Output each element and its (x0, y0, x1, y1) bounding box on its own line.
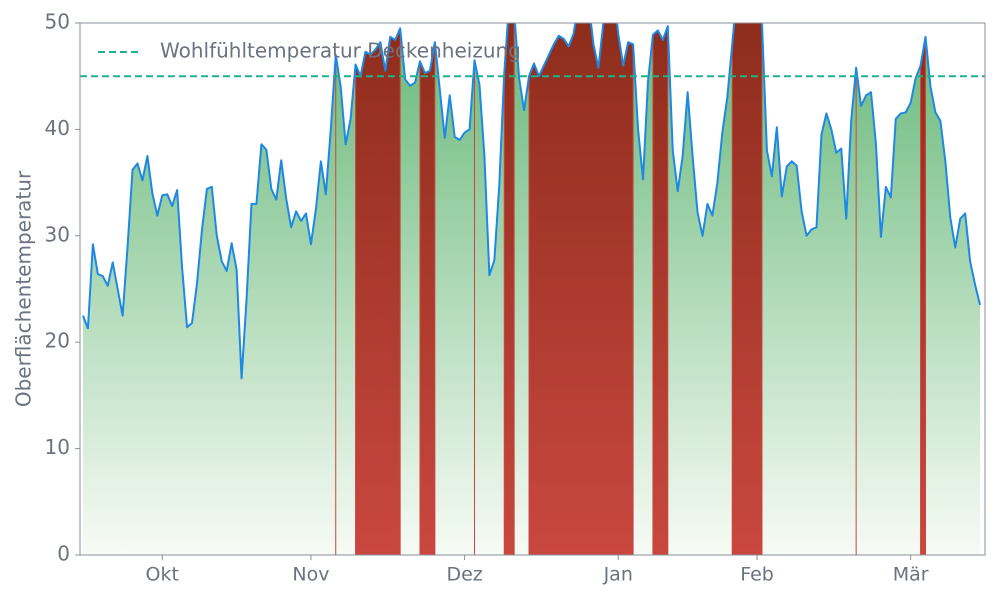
y-tick-label: 40 (45, 116, 70, 140)
x-tick-label: Mär (893, 564, 929, 586)
y-tick-label: 50 (45, 10, 70, 34)
above-threshold-fill (921, 37, 926, 555)
x-tick-label: Nov (292, 564, 329, 586)
above-threshold-fill (653, 26, 668, 555)
x-tick-label: Okt (146, 564, 179, 586)
above-threshold-fill (504, 2, 514, 555)
x-tick-label: Feb (740, 564, 774, 586)
y-tick-label: 20 (45, 329, 70, 353)
y-tick-label: 30 (45, 222, 70, 246)
y-tick-label: 10 (45, 435, 70, 459)
x-tick-label: Jan (603, 564, 633, 586)
legend-label: Wohlfühltemperatur Deckenheizung (160, 39, 521, 63)
y-tick-label: 0 (57, 542, 70, 566)
plot-area (83, 0, 980, 555)
above-threshold-fill (529, 0, 633, 555)
x-tick-label: Dez (446, 564, 482, 586)
y-axis-label: Oberflächentemperatur (12, 170, 36, 407)
above-threshold-fill (356, 28, 401, 555)
above-threshold-fill (420, 42, 435, 555)
above-threshold-fill (732, 0, 762, 555)
